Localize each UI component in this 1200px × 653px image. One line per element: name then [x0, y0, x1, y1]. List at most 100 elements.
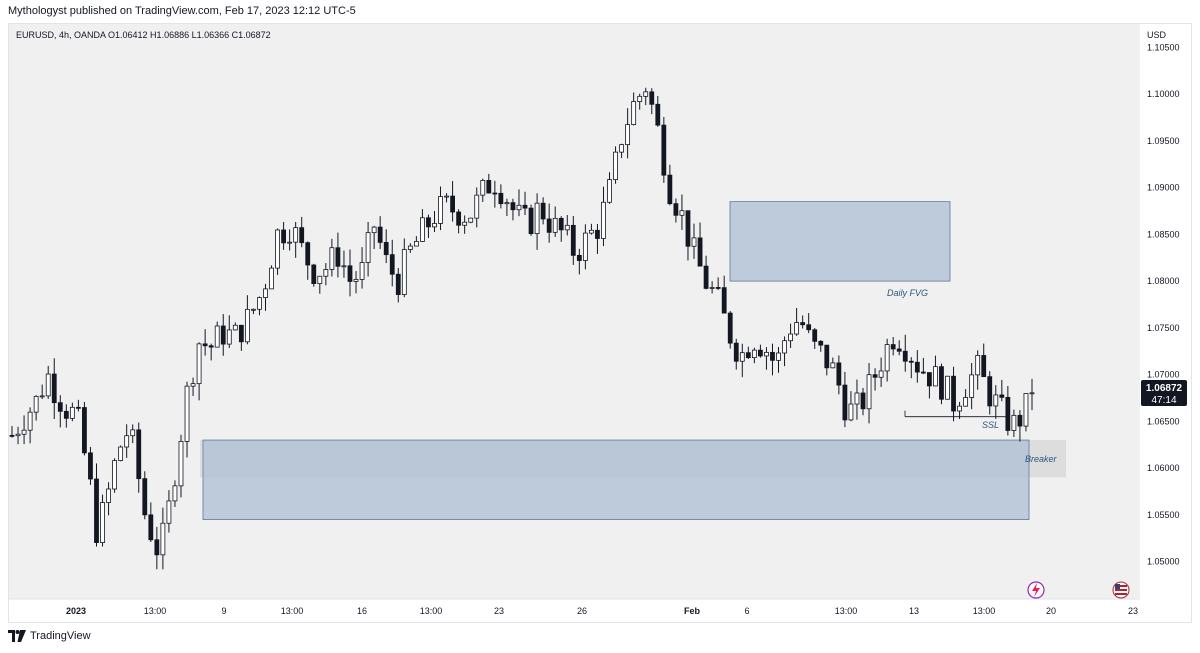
candle-body [383, 242, 389, 256]
candle-body [27, 411, 33, 431]
candle-body [426, 217, 431, 228]
candle-body [806, 324, 812, 331]
publish-bar: Mythologyst published on TradingView.com… [0, 0, 1200, 22]
candle-body [329, 247, 335, 270]
candle-body [238, 324, 244, 343]
candle-body [993, 394, 999, 407]
candle-body [546, 218, 552, 233]
candle-body [196, 343, 202, 385]
candle-body [413, 241, 419, 247]
x-tick-label: 13:00 [144, 606, 167, 616]
candle-body [697, 237, 703, 267]
candle-body [601, 201, 606, 239]
candle-body [341, 265, 347, 268]
candle-body [474, 194, 480, 219]
candle-body [82, 407, 87, 454]
candle-body [1005, 396, 1011, 431]
candle-body [751, 349, 757, 359]
price-axis[interactable] [1140, 24, 1191, 599]
candle-body [522, 204, 528, 209]
candle-body [552, 217, 558, 233]
candle-body [758, 349, 763, 357]
symbol-line: EURUSD, 4h, OANDA O1.06412 H1.06886 L1.0… [16, 30, 271, 40]
candle-body [154, 539, 160, 556]
last-price-tag: 1.06872 47:14 [1141, 380, 1187, 406]
daily-fvg-label: Daily FVG [887, 288, 928, 298]
x-tick-label: 13:00 [420, 606, 443, 616]
candle-body [866, 374, 872, 410]
candle-body [220, 325, 226, 345]
candle-body [299, 227, 305, 244]
candle-body [745, 352, 751, 359]
x-tick-labels: 2023 13:00 9 13:00 16 13:00 23 26 Feb 6 13:00 13 13:… [66, 606, 1138, 616]
candle-body [88, 452, 93, 480]
candle-body [130, 429, 136, 437]
x-tick-label: 23 [494, 606, 504, 616]
candle-body [202, 343, 208, 347]
candle-body [15, 433, 21, 437]
candle-body [939, 366, 944, 400]
candle-body [595, 229, 600, 239]
candle-body [33, 395, 39, 413]
us-flag-icon[interactable] [1112, 581, 1130, 599]
candle-body [625, 124, 631, 146]
candle-body [564, 224, 570, 231]
candle-body [208, 345, 214, 348]
candle-body [136, 429, 142, 480]
candle-body [63, 410, 69, 419]
countdown-label: 47:14 [1151, 395, 1176, 406]
candle-body [926, 372, 932, 387]
candle-body [244, 308, 250, 343]
y-tick-label: 1.05500 [1147, 510, 1180, 520]
candle-body [504, 202, 510, 205]
candle-body [468, 217, 474, 223]
x-tick-label: 23 [1128, 606, 1138, 616]
candle-body [951, 375, 956, 412]
annotation-zones [200, 201, 1066, 520]
candle-body [589, 229, 594, 234]
candle-body [842, 384, 848, 421]
candle-body [226, 329, 232, 345]
candle-body [305, 242, 311, 266]
x-tick-label: 13:00 [281, 606, 304, 616]
candle-body [576, 254, 582, 261]
candle-body [232, 324, 238, 331]
candle-body [498, 192, 504, 205]
candle-body [1011, 414, 1017, 431]
candle-body [347, 265, 353, 282]
candle-body [21, 429, 27, 435]
currency-label: USD [1147, 30, 1167, 40]
tradingview-logo[interactable]: TradingView [8, 630, 91, 642]
x-tick-label: 16 [357, 606, 367, 616]
candle-body [727, 312, 733, 344]
candle-body [764, 351, 769, 357]
candle-body [969, 374, 975, 398]
candle-body [1029, 392, 1035, 395]
lightning-icon[interactable] [1027, 581, 1045, 599]
candle-body [987, 376, 993, 407]
candle-body [269, 267, 274, 290]
candle-body [902, 350, 908, 362]
candle-body [480, 180, 486, 196]
candle-body [160, 522, 166, 556]
x-tick-label: 13:00 [973, 606, 996, 616]
candle-body [462, 221, 468, 226]
candle-body [818, 340, 824, 346]
time-axis[interactable] [9, 599, 1191, 622]
candle-body [287, 241, 293, 244]
candle-body [999, 394, 1005, 398]
candle-body [444, 195, 449, 198]
candle-body [914, 361, 920, 373]
candle-body [721, 287, 727, 314]
y-tick-label: 1.06500 [1147, 416, 1180, 426]
candle-body [401, 249, 407, 295]
candle-body [661, 124, 667, 176]
candle-body [166, 500, 172, 524]
candle-body [335, 247, 341, 267]
candle-body [124, 435, 130, 448]
publish-line: Mythologyst published on TradingView.com… [8, 5, 356, 17]
candle-body [800, 322, 806, 326]
candle-body [263, 288, 268, 298]
candle-body [516, 204, 522, 211]
